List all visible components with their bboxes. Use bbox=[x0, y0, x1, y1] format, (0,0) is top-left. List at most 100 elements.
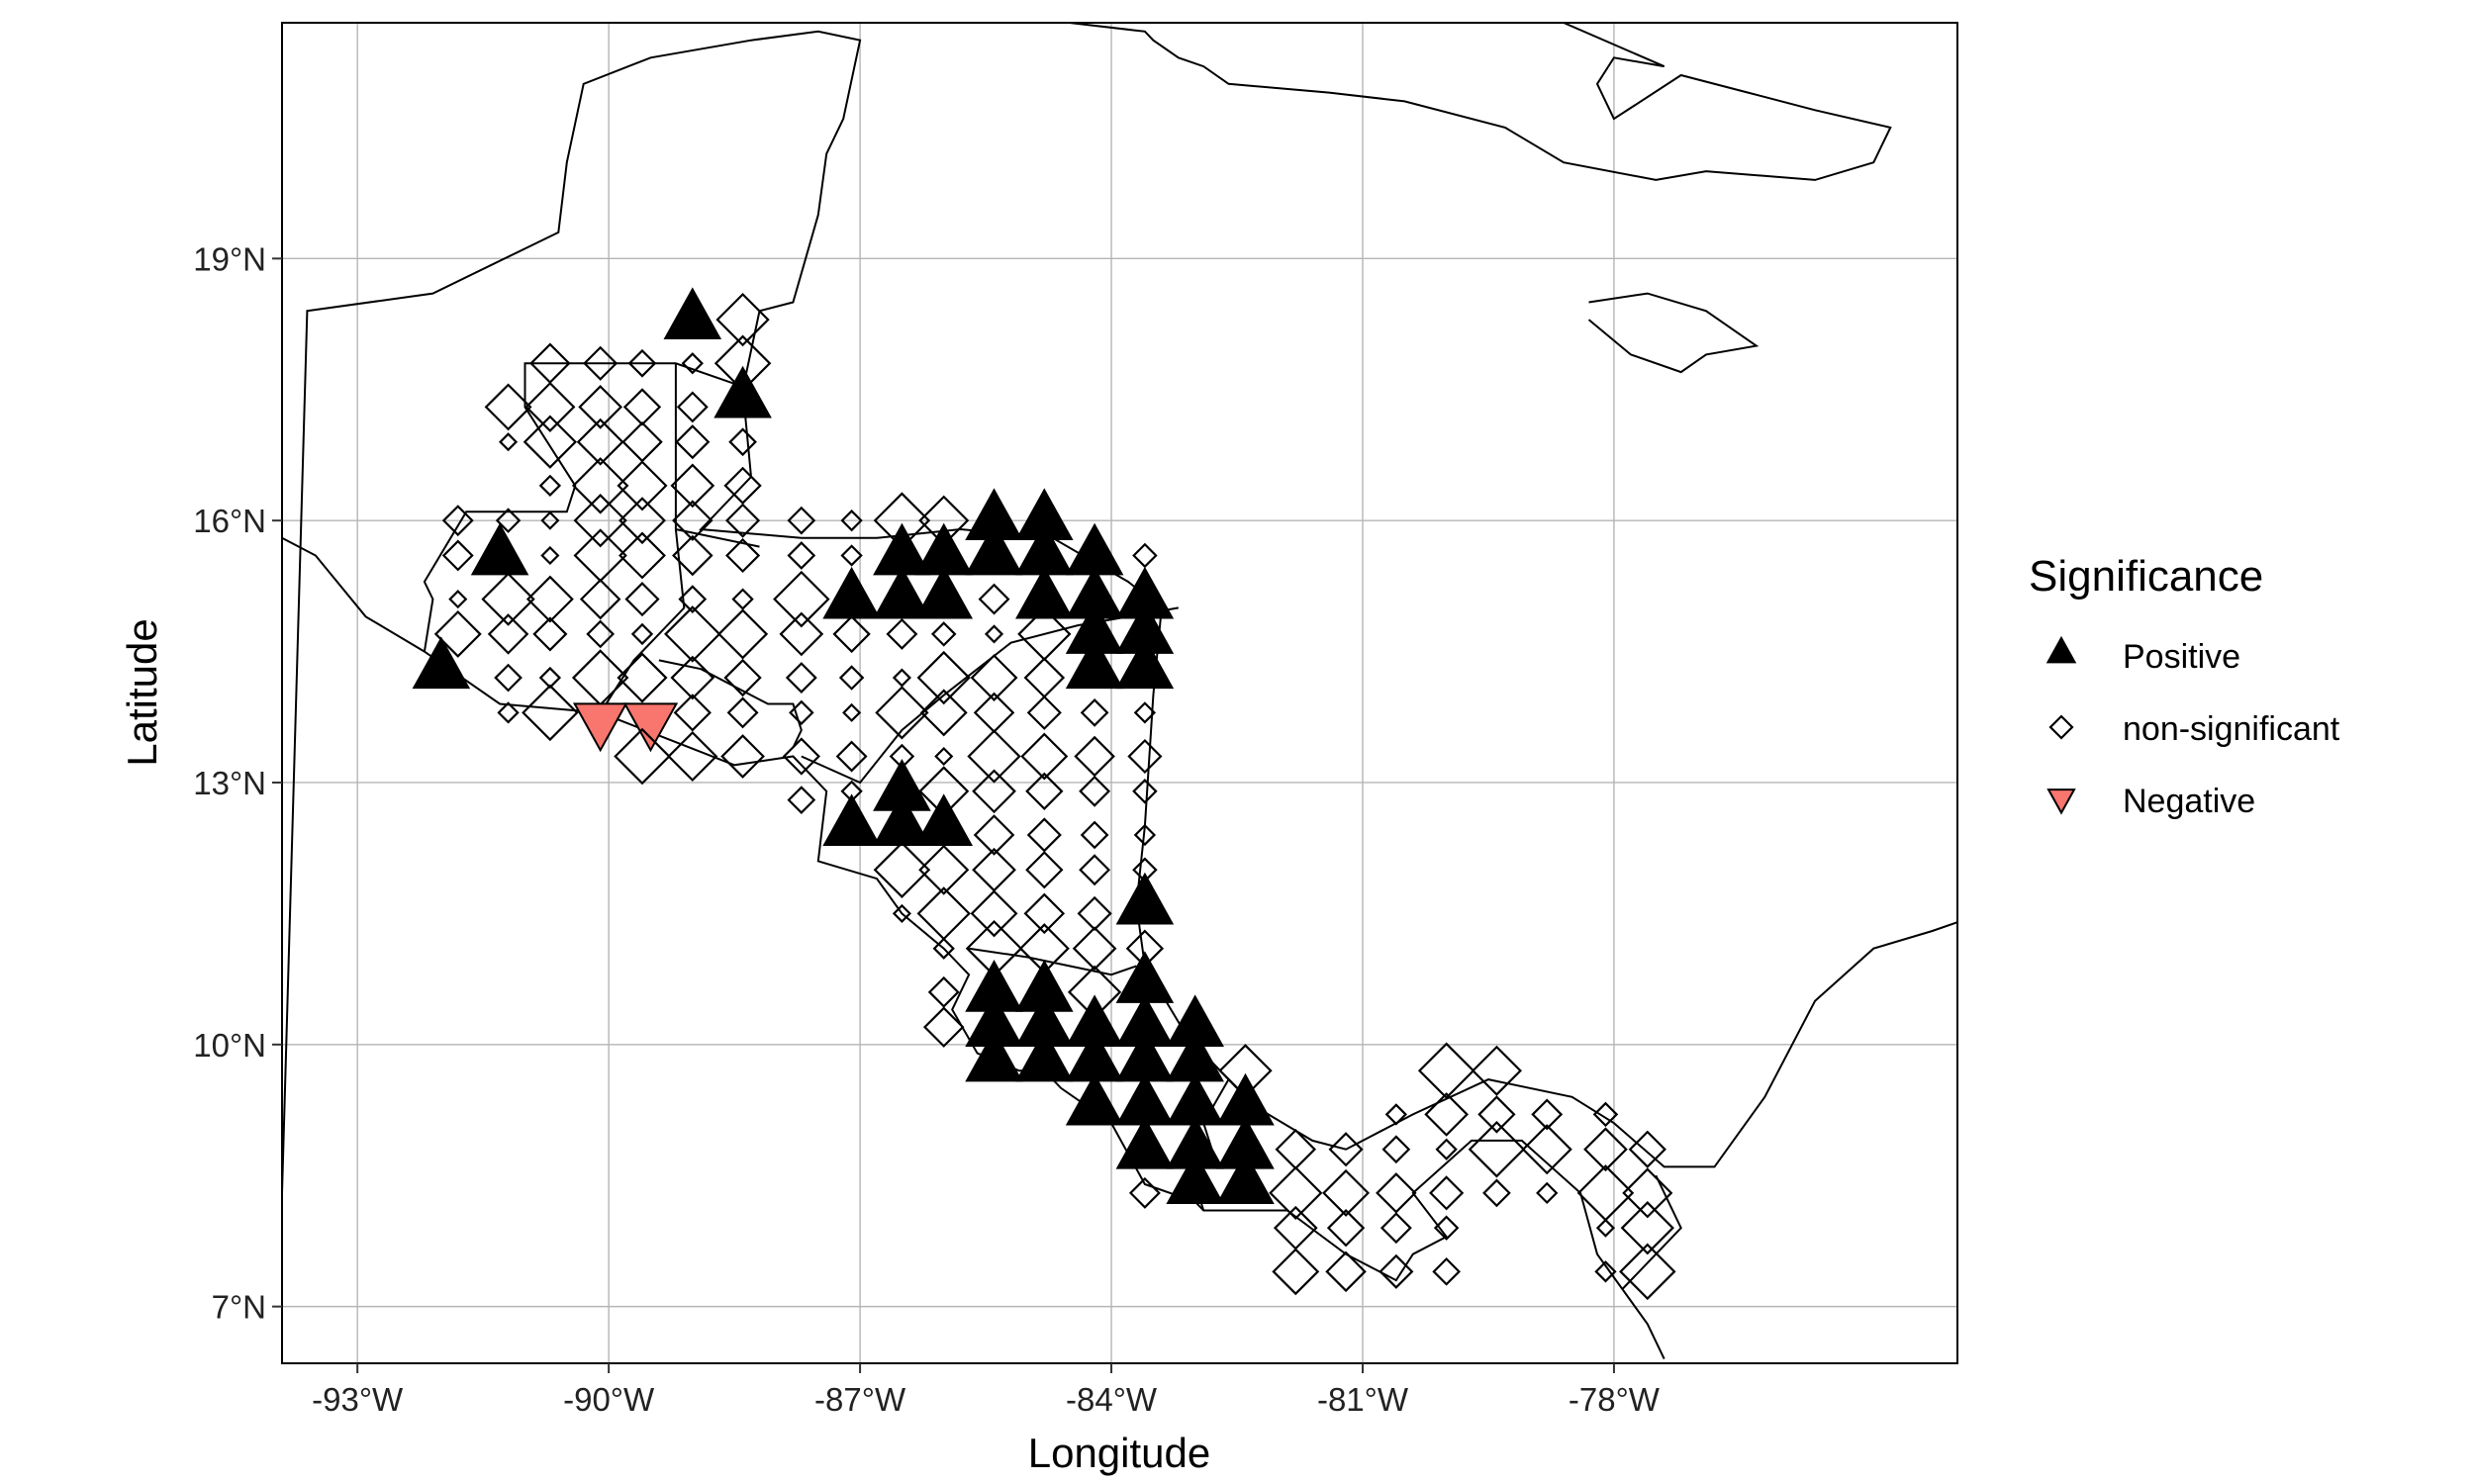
point-nonsignificant bbox=[1132, 542, 1158, 569]
point-nonsignificant bbox=[1080, 820, 1109, 850]
point-nonsignificant bbox=[970, 889, 1018, 938]
coastline bbox=[1069, 23, 1892, 181]
point-nonsignificant bbox=[1521, 1124, 1572, 1175]
point-nonsignificant bbox=[731, 588, 754, 610]
legend-key-positive bbox=[2046, 635, 2077, 664]
point-nonsignificant bbox=[448, 590, 468, 609]
point-nonsignificant bbox=[932, 937, 955, 960]
point-nonsignificant bbox=[495, 508, 522, 533]
point-positive bbox=[470, 522, 529, 576]
point-nonsignificant bbox=[1079, 775, 1111, 807]
point-nonsignificant bbox=[787, 506, 816, 535]
point-positive bbox=[1015, 1029, 1074, 1082]
country-border bbox=[968, 947, 1137, 976]
point-nonsignificant bbox=[525, 575, 574, 623]
point-nonsignificant bbox=[972, 769, 1016, 814]
point-nonsignificant bbox=[487, 613, 529, 655]
point-nonsignificant bbox=[586, 619, 616, 649]
point-nonsignificant bbox=[1435, 1138, 1458, 1160]
gridlines bbox=[282, 23, 1957, 1363]
point-nonsignificant bbox=[540, 510, 560, 530]
x-tick-label: -78°W bbox=[1569, 1381, 1661, 1418]
point-nonsignificant bbox=[726, 696, 759, 729]
point-nonsignificant bbox=[497, 701, 520, 724]
point-nonsignificant bbox=[1531, 1098, 1564, 1131]
point-nonsignificant bbox=[524, 381, 576, 432]
point-nonsignificant bbox=[618, 531, 666, 580]
y-axis-title: Latitude bbox=[119, 618, 165, 766]
legend-label-negative: Negative bbox=[2123, 783, 2255, 820]
legend-key-nonsig bbox=[2048, 714, 2074, 740]
point-nonsignificant bbox=[723, 658, 762, 697]
point-nonsignificant bbox=[676, 391, 709, 423]
point-nonsignificant bbox=[617, 460, 668, 511]
point-positive bbox=[1065, 636, 1124, 690]
country-border bbox=[423, 362, 752, 652]
x-axis-title: Longitude bbox=[1028, 1430, 1211, 1476]
point-nonsignificant bbox=[779, 611, 824, 657]
point-nonsignificant bbox=[840, 510, 863, 532]
point-nonsignificant bbox=[583, 345, 618, 381]
point-nonsignificant bbox=[522, 684, 579, 742]
point-nonsignificant bbox=[1072, 926, 1117, 972]
point-nonsignificant bbox=[1133, 823, 1157, 847]
point-nonsignificant bbox=[1328, 1132, 1364, 1167]
country-border bbox=[658, 659, 803, 749]
point-nonsignificant bbox=[1384, 1103, 1408, 1126]
point-nonsignificant bbox=[1325, 1251, 1367, 1293]
point-nonsignificant bbox=[1269, 1165, 1323, 1221]
point-nonsignificant bbox=[1128, 1176, 1161, 1209]
point-nonsignificant bbox=[1622, 1167, 1673, 1219]
point-nonsignificant bbox=[873, 841, 931, 899]
point-nonsignificant bbox=[840, 544, 863, 567]
point-nonsignificant bbox=[678, 585, 708, 613]
axis-ticks: -93°W -90°W -87°W -84°W -81°W -78°W 7°N 10°N 13°… bbox=[193, 240, 1661, 1418]
point-nonsignificant bbox=[1471, 1045, 1522, 1096]
point-nonsignificant bbox=[832, 614, 871, 654]
point-nonsignificant bbox=[627, 348, 657, 378]
point-nonsignificant bbox=[875, 686, 929, 740]
point-positive bbox=[965, 1029, 1023, 1082]
point-nonsignificant bbox=[927, 975, 960, 1008]
x-tick-label: -84°W bbox=[1066, 1381, 1158, 1418]
point-positive bbox=[1166, 1152, 1224, 1204]
point-nonsignificant bbox=[1080, 698, 1109, 727]
point-nonsignificant bbox=[673, 694, 712, 732]
point-nonsignificant bbox=[984, 624, 1004, 644]
point-nonsignificant bbox=[1132, 779, 1158, 804]
point-nonsignificant bbox=[892, 903, 911, 923]
country-border bbox=[1621, 1174, 1682, 1290]
point-nonsignificant bbox=[773, 570, 830, 628]
point-nonsignificant bbox=[1376, 1172, 1417, 1214]
point-positive bbox=[663, 287, 722, 340]
point-positive bbox=[1065, 1072, 1124, 1126]
point-nonsignificant bbox=[1583, 1127, 1628, 1172]
point-nonsignificant bbox=[967, 729, 1021, 784]
point-nonsignificant bbox=[715, 292, 770, 347]
point-nonsignificant bbox=[1322, 1168, 1371, 1217]
legend-key-negative bbox=[2046, 788, 2076, 815]
point-nonsignificant bbox=[1424, 1092, 1469, 1137]
point-nonsignificant bbox=[973, 814, 1015, 856]
point-nonsignificant bbox=[728, 427, 757, 457]
point-nonsignificant bbox=[1620, 1201, 1674, 1255]
coastline bbox=[1587, 292, 1760, 374]
point-nonsignificant bbox=[787, 541, 816, 570]
point-negative bbox=[572, 702, 628, 753]
point-nonsignificant bbox=[785, 662, 817, 695]
point-nonsignificant bbox=[1079, 854, 1111, 886]
point-nonsignificant bbox=[1594, 1260, 1617, 1283]
point-nonsignificant bbox=[1595, 1218, 1616, 1238]
point-nonsignificant bbox=[919, 689, 968, 737]
point-nonsignificant bbox=[1628, 1130, 1666, 1168]
country-border bbox=[801, 606, 1179, 785]
point-positive bbox=[914, 566, 974, 619]
point-positive bbox=[1216, 1152, 1275, 1204]
point-nonsignificant bbox=[918, 844, 970, 895]
point-nonsignificant bbox=[842, 702, 862, 722]
point-nonsignificant bbox=[970, 654, 1018, 702]
point-nonsignificant bbox=[934, 746, 954, 767]
point-nonsignificant bbox=[670, 655, 715, 700]
y-tick-label: 16°N bbox=[193, 503, 266, 539]
